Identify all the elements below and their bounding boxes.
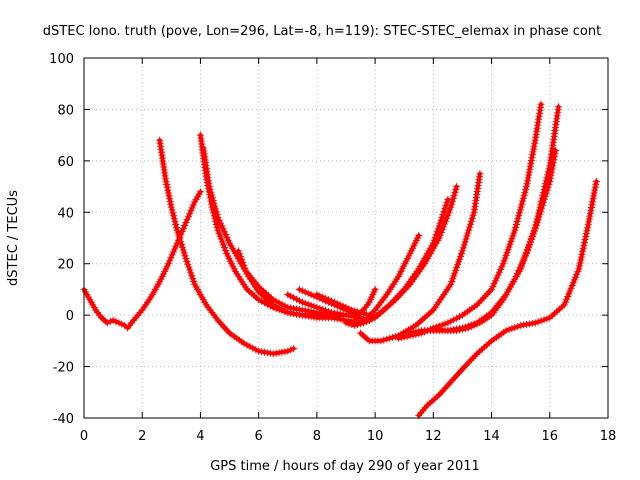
series-4 [199,144,362,319]
y-tick-label: 80 [57,103,74,118]
series-12 [357,170,484,345]
y-tick-label: 100 [49,52,74,67]
series-11 [357,183,461,324]
x-tick-label: 14 [483,429,500,444]
series-2 [156,136,298,358]
grid [84,58,608,418]
y-tick-label: 20 [57,258,74,273]
x-tick-label: 6 [255,429,263,444]
series-markers [313,291,373,319]
x-tick-label: 16 [542,429,559,444]
y-tick-label: -40 [53,412,74,427]
y-axis-label: dSTEC / TECUs [6,190,21,286]
x-tick-label: 2 [138,429,146,444]
series-line [431,148,558,333]
series-markers [199,144,362,319]
x-tick-label: 10 [367,429,384,444]
y-tick-label: 0 [66,309,74,324]
series-8 [313,291,373,319]
y-tick-label: 40 [57,206,74,221]
axis-ticks: 0 2 4 6 8 10 12 14 16 18 -40 -20 0 20 40 60 80 100 [49,52,616,444]
x-axis-label: GPS time / hours of day 290 of year 2011 [210,459,480,474]
y-tick-label: -20 [53,361,74,376]
series-5 [234,247,373,327]
series-markers [357,170,484,345]
x-tick-label: 12 [425,429,442,444]
y-tick-label: 60 [57,155,74,170]
plot-frame [83,57,609,419]
series-group [80,100,600,419]
series-16 [415,177,600,419]
series-markers [429,147,560,335]
series-markers [156,136,298,358]
series-15 [429,147,560,335]
x-tick-label: 4 [196,429,204,444]
chart-title: dSTEC Iono. truth (pove, Lon=296, Lat=-8… [43,24,601,39]
x-tick-label: 18 [600,429,617,444]
x-tick-label: 0 [80,429,88,444]
series-markers [415,177,600,419]
series-markers [357,183,461,324]
x-tick-label: 8 [313,429,321,444]
